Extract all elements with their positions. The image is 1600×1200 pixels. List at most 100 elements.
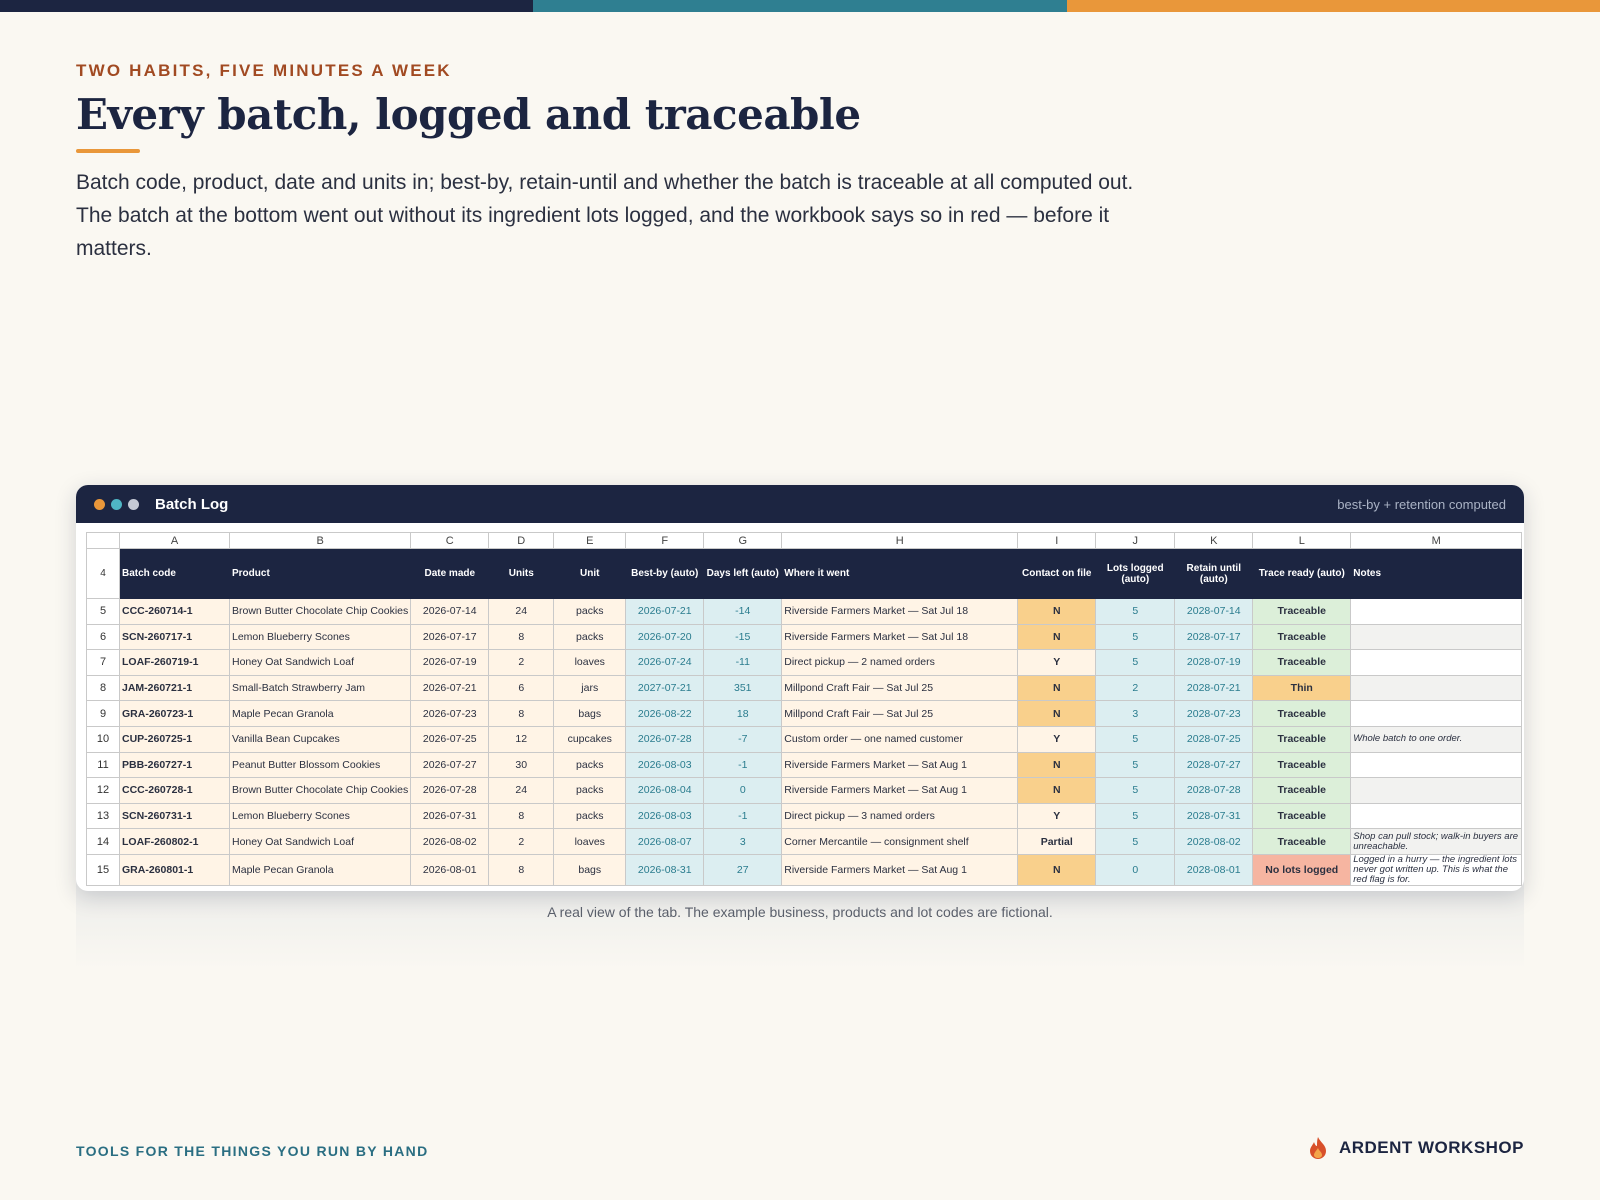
cell-code[interactable]: SCN-260731-1 — [119, 802, 230, 830]
cell-date[interactable]: 2026-08-01 — [410, 853, 490, 886]
cell-units[interactable]: 2 — [488, 649, 555, 676]
cell-trace[interactable]: No lots logged — [1252, 853, 1352, 886]
cell-retain[interactable]: 2028-07-28 — [1174, 777, 1254, 804]
cell-notes[interactable] — [1350, 802, 1523, 830]
cell-units[interactable]: 8 — [488, 623, 555, 651]
cell-retain[interactable]: 2028-08-02 — [1174, 828, 1254, 855]
cell-bestby[interactable]: 2026-08-03 — [625, 802, 705, 830]
cell-lots[interactable]: 5 — [1095, 828, 1176, 855]
row-number[interactable]: 14 — [86, 828, 120, 855]
column-letter[interactable]: B — [228, 532, 412, 549]
cell-days[interactable]: 351 — [703, 674, 783, 702]
cell-date[interactable]: 2026-07-21 — [410, 674, 490, 702]
cell-where[interactable]: Riverside Farmers Market — Sat Aug 1 — [781, 751, 1019, 779]
cell-retain[interactable]: 2028-08-01 — [1174, 853, 1254, 886]
cell-units[interactable]: 30 — [488, 751, 555, 779]
cell-where[interactable]: Direct pickup — 2 named orders — [781, 649, 1019, 676]
cell-units[interactable]: 8 — [488, 700, 555, 727]
cell-where[interactable]: Riverside Farmers Market — Sat Aug 1 — [781, 777, 1019, 804]
cell-product[interactable]: Peanut Butter Blossom Cookies — [228, 751, 412, 779]
cell-days[interactable]: -1 — [703, 802, 783, 830]
cell-product[interactable]: Maple Pecan Granola — [228, 700, 412, 727]
cell-date[interactable]: 2026-07-14 — [410, 598, 490, 625]
cell-trace[interactable]: Traceable — [1252, 598, 1352, 625]
cell-contact[interactable]: N — [1017, 751, 1097, 779]
cell-days[interactable]: 0 — [703, 777, 783, 804]
column-header[interactable]: Notes — [1350, 548, 1523, 599]
cell-contact[interactable]: Y — [1017, 649, 1097, 676]
cell-lots[interactable]: 5 — [1095, 802, 1176, 830]
cell-code[interactable]: CCC-260714-1 — [119, 598, 230, 625]
column-letter[interactable]: M — [1350, 532, 1523, 549]
cell-date[interactable]: 2026-07-25 — [410, 725, 490, 753]
column-header[interactable]: Unit — [553, 548, 627, 599]
cell-bestby[interactable]: 2026-08-22 — [625, 700, 705, 727]
cell-units[interactable]: 12 — [488, 725, 555, 753]
cell-product[interactable]: Honey Oat Sandwich Loaf — [228, 649, 412, 676]
cell-code[interactable]: GRA-260723-1 — [119, 700, 230, 727]
column-letter[interactable]: L — [1252, 532, 1352, 549]
column-header[interactable]: Best-by (auto) — [625, 548, 705, 599]
cell-days[interactable]: -15 — [703, 623, 783, 651]
cell-contact[interactable]: Y — [1017, 802, 1097, 830]
cell-date[interactable]: 2026-07-31 — [410, 802, 490, 830]
row-number[interactable]: 5 — [86, 598, 120, 625]
cell-trace[interactable]: Traceable — [1252, 725, 1352, 753]
cell-unit[interactable]: packs — [553, 598, 627, 625]
cell-units[interactable]: 8 — [488, 802, 555, 830]
cell-notes[interactable] — [1350, 598, 1523, 625]
cell-lots[interactable]: 0 — [1095, 853, 1176, 886]
cell-bestby[interactable]: 2026-08-03 — [625, 751, 705, 779]
cell-date[interactable]: 2026-07-28 — [410, 777, 490, 804]
cell-product[interactable]: Brown Butter Chocolate Chip Cookies — [228, 598, 412, 625]
cell-lots[interactable]: 5 — [1095, 623, 1176, 651]
row-number[interactable]: 12 — [86, 777, 120, 804]
cell-unit[interactable]: loaves — [553, 828, 627, 855]
cell-retain[interactable]: 2028-07-27 — [1174, 751, 1254, 779]
cell-notes[interactable]: Shop can pull stock; walk-in buyers are … — [1350, 828, 1523, 855]
cell-bestby[interactable]: 2026-07-24 — [625, 649, 705, 676]
cell-code[interactable]: SCN-260717-1 — [119, 623, 230, 651]
cell-bestby[interactable]: 2026-07-21 — [625, 598, 705, 625]
cell-days[interactable]: 3 — [703, 828, 783, 855]
column-letter[interactable]: H — [781, 532, 1019, 549]
row-number[interactable]: 8 — [86, 674, 120, 702]
cell-date[interactable]: 2026-08-02 — [410, 828, 490, 855]
row-number[interactable]: 6 — [86, 623, 120, 651]
column-letter[interactable]: I — [1017, 532, 1097, 549]
cell-trace[interactable]: Traceable — [1252, 700, 1352, 727]
cell-bestby[interactable]: 2026-07-20 — [625, 623, 705, 651]
cell-where[interactable]: Millpond Craft Fair — Sat Jul 25 — [781, 700, 1019, 727]
cell-code[interactable]: CCC-260728-1 — [119, 777, 230, 804]
cell-contact[interactable]: N — [1017, 700, 1097, 727]
cell-product[interactable]: Honey Oat Sandwich Loaf — [228, 828, 412, 855]
cell-product[interactable]: Maple Pecan Granola — [228, 853, 412, 886]
cell-contact[interactable]: N — [1017, 674, 1097, 702]
cell-retain[interactable]: 2028-07-23 — [1174, 700, 1254, 727]
cell-where[interactable]: Riverside Farmers Market — Sat Aug 1 — [781, 853, 1019, 886]
column-header[interactable]: Where it went — [781, 548, 1019, 599]
cell-unit[interactable]: jars — [553, 674, 627, 702]
batch-log-sheet[interactable]: A B C D E F G H I J K L M 4 Batch code Product Date made… — [86, 532, 1523, 886]
cell-code[interactable]: CUP-260725-1 — [119, 725, 230, 753]
cell-trace[interactable]: Traceable — [1252, 649, 1352, 676]
cell-contact[interactable]: Y — [1017, 725, 1097, 753]
column-header[interactable]: Days left (auto) — [703, 548, 783, 599]
cell-product[interactable]: Small-Batch Strawberry Jam — [228, 674, 412, 702]
column-header[interactable]: Contact on file — [1017, 548, 1097, 599]
cell-units[interactable]: 2 — [488, 828, 555, 855]
cell-units[interactable]: 24 — [488, 777, 555, 804]
cell-contact[interactable]: N — [1017, 598, 1097, 625]
column-header[interactable]: Date made — [410, 548, 490, 599]
brand[interactable]: ARDENT WORKSHOP — [1307, 1136, 1524, 1160]
cell-units[interactable]: 6 — [488, 674, 555, 702]
cell-lots[interactable]: 5 — [1095, 598, 1176, 625]
column-header[interactable]: Retain until (auto) — [1174, 548, 1254, 599]
column-letter[interactable]: G — [703, 532, 783, 549]
cell-trace[interactable]: Traceable — [1252, 623, 1352, 651]
column-header[interactable]: Product — [228, 548, 412, 599]
column-letter[interactable]: D — [488, 532, 555, 549]
cell-contact[interactable]: Partial — [1017, 828, 1097, 855]
cell-retain[interactable]: 2028-07-17 — [1174, 623, 1254, 651]
cell-lots[interactable]: 5 — [1095, 751, 1176, 779]
